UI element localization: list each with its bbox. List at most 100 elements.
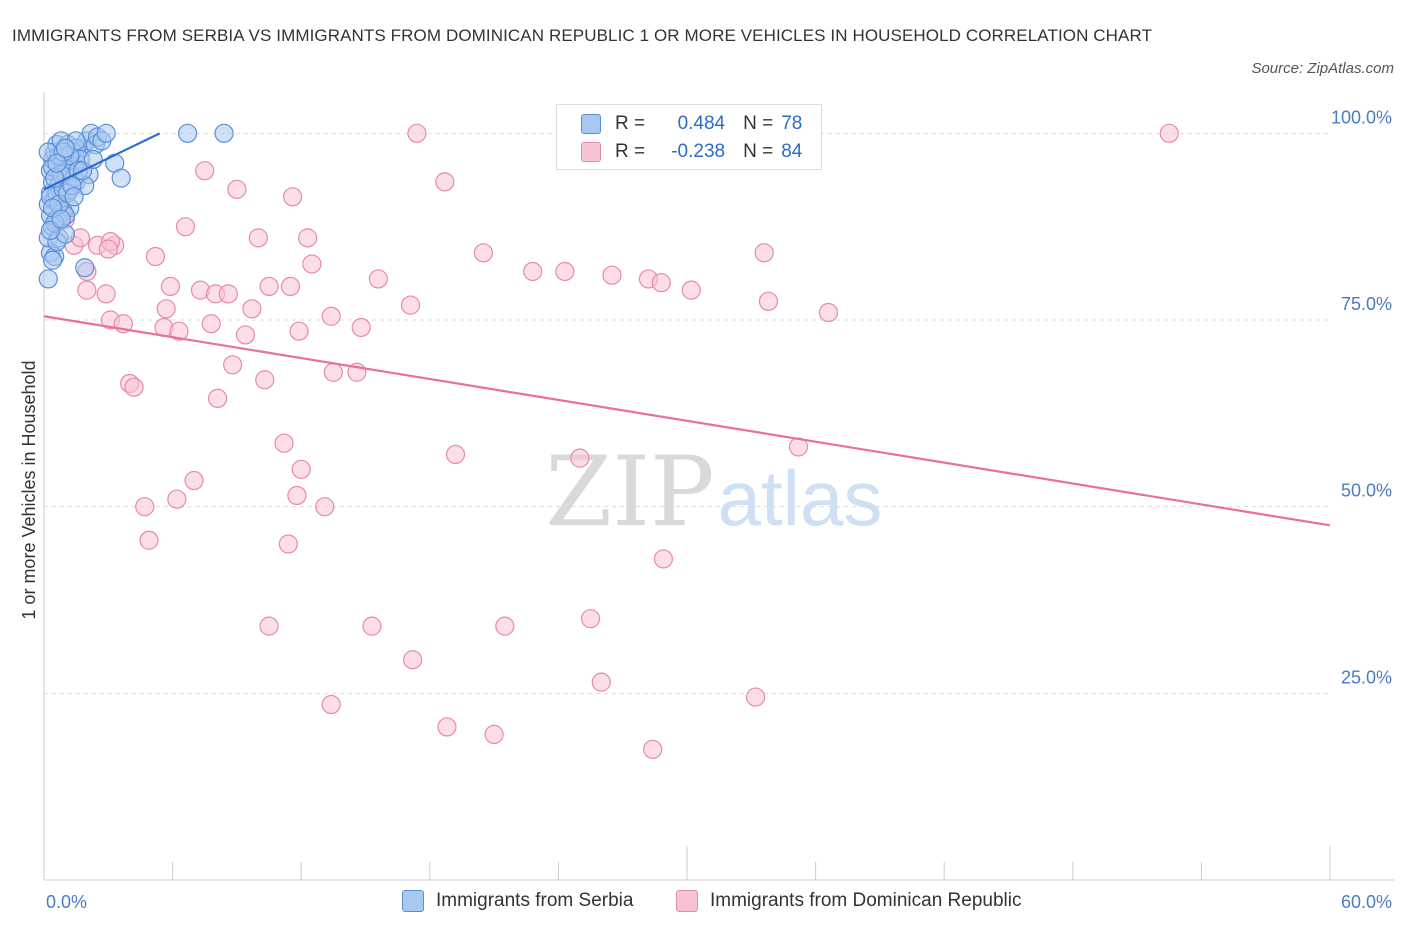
dominican-point: [242, 299, 262, 319]
dominican-point: [351, 317, 371, 338]
dominican-point: [555, 261, 575, 282]
dominican-point: [175, 217, 196, 237]
y-axis-label: 1 or more Vehicles in Household: [19, 360, 39, 619]
serbia-point: [64, 187, 84, 207]
serbia-point: [51, 209, 71, 229]
dominican-point: [495, 616, 515, 636]
dominican-n-value: 84: [781, 141, 803, 162]
y-tick-label: 25.0%: [1341, 667, 1392, 687]
dominican-point: [403, 650, 423, 670]
dominican-point: [591, 672, 611, 692]
dominican-point: [400, 295, 421, 315]
dominican-point: [321, 694, 341, 715]
y-tick-label: 75.0%: [1341, 294, 1392, 314]
dominican-point: [77, 280, 97, 300]
serbia-point: [178, 123, 198, 143]
serbia-point: [111, 168, 131, 188]
dominican-swatch: [581, 142, 601, 162]
dominican-legend-swatch: [676, 890, 698, 912]
watermark-zip: ZIP: [545, 436, 714, 548]
n-label: N =: [743, 113, 774, 134]
dominican-point: [124, 377, 144, 397]
dominican-point: [368, 269, 388, 289]
serbia-point: [55, 138, 76, 158]
dominican-point: [602, 265, 622, 285]
dominican-point: [283, 187, 303, 207]
dominican-point: [278, 534, 298, 554]
dominican-point: [145, 246, 166, 267]
serbia-points: [38, 123, 234, 289]
serbia-point: [42, 250, 63, 270]
dominican-point: [754, 243, 774, 263]
r-label: R =: [615, 113, 646, 134]
dominican-point: [156, 299, 176, 319]
dominican-point: [98, 239, 118, 259]
serbia-r-value: 0.484: [677, 113, 726, 134]
dominican-point: [315, 497, 335, 517]
dominican-point: [248, 228, 268, 248]
serbia-point: [47, 153, 67, 173]
x-tick-label: 60.0%: [1341, 892, 1392, 912]
dominican-r-value: -0.238: [671, 141, 726, 162]
dominican-point: [223, 355, 243, 375]
dominican-point: [321, 306, 341, 326]
dominican-point: [653, 549, 674, 569]
serbia-trend-line: [43, 132, 161, 191]
dominican-point: [169, 321, 189, 341]
dominican-point: [96, 284, 116, 304]
bottom-legend-dominican: Immigrants from Dominican Republic: [676, 890, 1022, 912]
dominican-point: [135, 497, 155, 517]
dominican-point: [523, 261, 543, 282]
watermark: ZIP atlas: [545, 436, 882, 548]
dominican-point: [259, 616, 279, 636]
serbia-point: [96, 123, 116, 143]
dominican-point: [289, 321, 309, 341]
dominican-point: [323, 362, 343, 382]
serbia-legend-swatch: [402, 890, 424, 912]
watermark-atlas: atlas: [718, 454, 883, 542]
dominican-point: [139, 530, 159, 550]
dominican-point: [167, 489, 187, 509]
bottom-legend-serbia: Immigrants from Serbia: [402, 890, 633, 912]
dominican-point: [580, 609, 601, 629]
dominican-point: [280, 276, 301, 296]
dominican-trend-line: [43, 315, 1331, 527]
dominican-point: [195, 161, 215, 181]
chart-title: IMMIGRANTS FROM SERBIA VS IMMIGRANTS FRO…: [12, 26, 1153, 45]
dominican-point: [362, 616, 382, 636]
serbia-legend-label: Immigrants from Serbia: [436, 890, 634, 911]
dominican-point: [298, 228, 318, 248]
y-tick-label: 100.0%: [1331, 107, 1392, 127]
dominican-point: [435, 172, 455, 192]
dominican-point: [291, 459, 311, 479]
dominican-point: [259, 276, 279, 296]
dominican-point: [208, 388, 228, 408]
dominican-legend-label: Immigrants from Dominican Republic: [710, 890, 1022, 911]
dominican-point: [437, 717, 457, 737]
serbia-point: [75, 258, 95, 278]
dominican-point: [643, 739, 663, 759]
tick-labels: 25.0% 50.0% 75.0% 100.0% 0.0% 60.0%: [46, 107, 1392, 912]
dominican-point: [302, 254, 322, 274]
serbia-point: [38, 269, 58, 289]
x-tick-label: 0.0%: [46, 892, 87, 912]
dominican-point: [570, 448, 590, 468]
trend-lines: [43, 132, 1331, 527]
legend-row-serbia: R = 0.484 N = 78: [581, 111, 802, 137]
dominican-points: [45, 123, 1179, 759]
r-label: R =: [615, 141, 646, 162]
dominican-point: [1159, 123, 1179, 143]
dominican-point: [184, 470, 204, 491]
dominican-point: [287, 485, 307, 506]
dominican-point: [745, 687, 766, 707]
y-tick-label: 50.0%: [1341, 481, 1392, 501]
serbia-swatch: [581, 114, 601, 134]
stats-legend: R = 0.484 N = 78 R = -0.238 N = 84: [556, 104, 822, 170]
dominican-point: [255, 370, 275, 390]
dominican-point: [484, 724, 504, 745]
legend-row-dominican: R = -0.238 N = 84: [581, 139, 802, 165]
dominican-point: [818, 302, 839, 323]
dominican-point: [681, 280, 701, 300]
dominican-point: [407, 123, 427, 143]
